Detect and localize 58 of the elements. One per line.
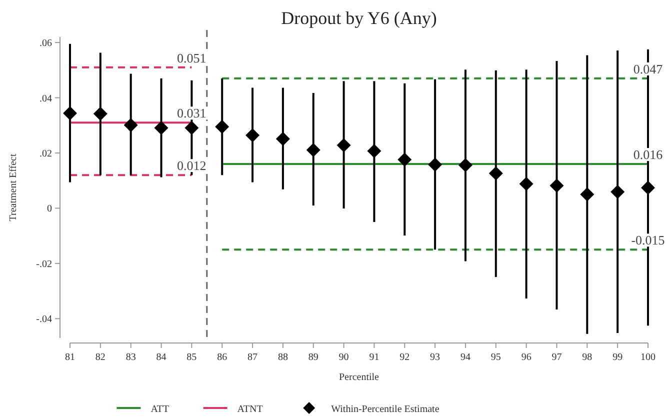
point	[154, 120, 168, 135]
point	[550, 178, 564, 193]
y-tick-label: .04	[40, 93, 52, 104]
y-tick-label: .02	[40, 148, 52, 160]
point	[519, 176, 534, 191]
point	[580, 187, 594, 202]
y-tick-label: 0	[47, 204, 52, 215]
point	[306, 142, 320, 157]
point	[63, 106, 77, 120]
data-label: 0.047	[633, 61, 664, 76]
legend-label: ATT	[150, 404, 170, 415]
point	[215, 120, 230, 134]
data-label: 0.016	[633, 147, 664, 162]
point	[93, 106, 108, 121]
point	[610, 184, 625, 199]
x-tick-label: 95	[490, 352, 501, 363]
x-tick-label: 90	[338, 352, 349, 363]
legend-label: Within-Percentile Estimate	[331, 404, 440, 415]
point	[246, 128, 260, 142]
x-tick-label: 83	[126, 352, 136, 363]
x-tick-label: 84	[156, 352, 166, 363]
x-tick-label: 82	[95, 352, 106, 363]
data-label: 0.012	[177, 158, 206, 174]
point	[641, 180, 655, 195]
chart-title: Dropout by Y6 (Any)	[281, 8, 437, 28]
data-label: 0.031	[177, 106, 206, 121]
point	[367, 144, 382, 158]
x-tick-label: 100	[640, 352, 656, 363]
point	[184, 120, 199, 135]
x-tick-label: 81	[65, 352, 75, 363]
y-tick-label: -.02	[36, 258, 52, 270]
x-tick-label: 96	[521, 352, 532, 363]
point	[124, 118, 138, 132]
x-tick-label: 94	[460, 352, 470, 363]
data-label: 0.051	[177, 50, 206, 66]
x-tick-label: 99	[612, 352, 623, 363]
y-axis-title: Treatment Effect	[8, 154, 19, 222]
x-tick-label: 87	[248, 352, 258, 363]
x-tick-label: 86	[217, 352, 228, 363]
point	[336, 138, 351, 152]
x-tick-label: 97	[552, 352, 562, 363]
x-tick-label: 85	[186, 352, 197, 363]
x-tick-label: 92	[400, 352, 410, 363]
x-tick-label: 89	[308, 352, 318, 363]
point	[428, 158, 442, 172]
y-tick-label: .06	[40, 38, 52, 50]
point	[276, 132, 290, 146]
point	[398, 152, 412, 167]
x-tick-label: 93	[430, 352, 440, 363]
x-tick-label: 88	[278, 352, 288, 363]
y-tick-label: -.04	[36, 314, 52, 326]
point	[458, 158, 472, 172]
point	[488, 166, 503, 180]
x-tick-label: 91	[369, 352, 380, 363]
x-tick-label: 98	[582, 352, 592, 363]
data-label: -0.015	[631, 232, 665, 248]
legend-label: ATNT	[237, 404, 263, 415]
x-axis-title: Percentile	[339, 372, 380, 383]
